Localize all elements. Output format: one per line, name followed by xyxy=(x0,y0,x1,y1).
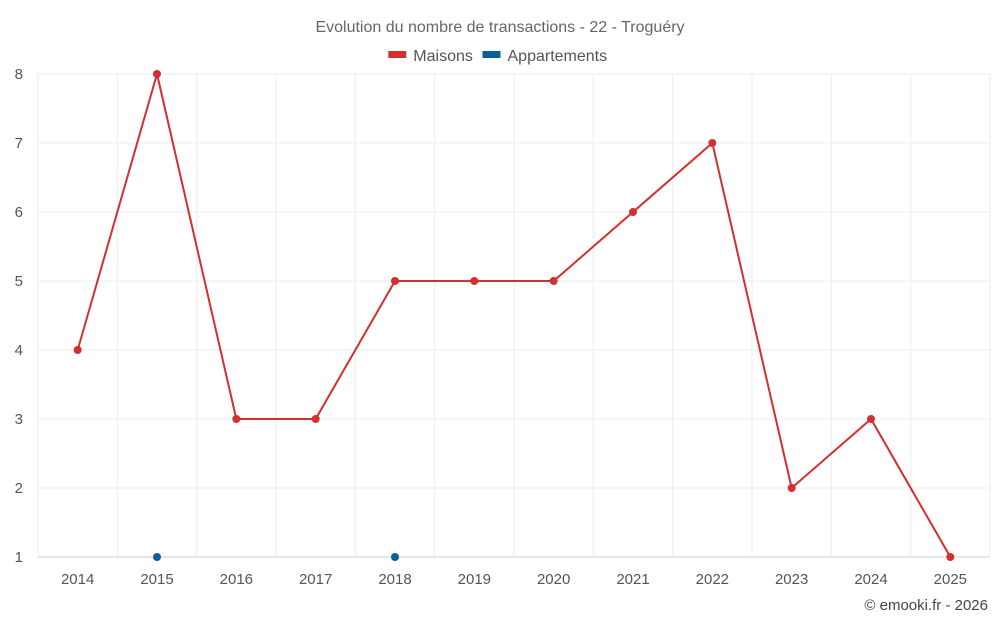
credit-text: © emooki.fr - 2026 xyxy=(864,597,988,614)
data-point-maisons[interactable] xyxy=(73,346,82,354)
series-layer xyxy=(73,70,955,561)
x-tick-label: 2016 xyxy=(220,571,253,588)
legend-item-maisons[interactable]: Maisons xyxy=(388,48,473,65)
x-tick-label: 2020 xyxy=(537,571,570,588)
chart-title: Evolution du nombre de transactions - 22… xyxy=(315,19,684,36)
data-point-maisons[interactable] xyxy=(946,553,955,561)
legend-label: Maisons xyxy=(413,48,473,65)
grid-layer xyxy=(37,73,991,558)
x-tick-label: 2019 xyxy=(458,571,491,588)
data-point-maisons[interactable] xyxy=(708,139,717,147)
series-line-maisons xyxy=(76,73,952,558)
data-point-maisons[interactable] xyxy=(867,415,875,423)
data-point-maisons[interactable] xyxy=(391,277,399,285)
y-tick-label: 5 xyxy=(15,273,23,290)
x-tick-label: 2014 xyxy=(61,571,94,588)
x-tick-label: 2025 xyxy=(934,571,967,588)
y-tick-label: 6 xyxy=(15,204,23,221)
y-tick-label: 3 xyxy=(15,411,23,428)
y-tick-label: 2 xyxy=(15,480,23,497)
y-tick-label: 7 xyxy=(15,135,23,152)
x-tick-label: 2015 xyxy=(140,571,173,588)
data-point-appartements[interactable] xyxy=(391,553,399,561)
axis-layer: 1 2 3 4 5 6 7 8 2014 2015 2016 2017 2018 2019 2020 2021… xyxy=(15,66,967,588)
x-tick-label: 2017 xyxy=(299,571,332,588)
x-tick-label: 2018 xyxy=(378,571,411,588)
data-point-maisons[interactable] xyxy=(232,415,241,423)
data-point-appartements[interactable] xyxy=(153,553,161,561)
legend-label: Appartements xyxy=(508,48,608,65)
legend-swatch xyxy=(388,51,407,58)
legend: Maisons Appartements xyxy=(388,48,607,65)
y-tick-label: 4 xyxy=(15,342,23,359)
legend-swatch xyxy=(482,51,501,58)
data-point-maisons[interactable] xyxy=(629,208,637,216)
y-tick-label: 1 xyxy=(15,549,23,566)
y-tick-label: 8 xyxy=(15,66,23,83)
x-tick-label: 2024 xyxy=(854,571,887,588)
x-tick-label: 2022 xyxy=(696,571,729,588)
data-point-maisons[interactable] xyxy=(311,415,320,423)
data-point-maisons[interactable] xyxy=(787,484,796,492)
data-point-maisons[interactable] xyxy=(470,277,479,285)
data-point-maisons[interactable] xyxy=(549,277,558,285)
data-point-maisons[interactable] xyxy=(153,70,161,78)
x-tick-label: 2021 xyxy=(616,571,649,588)
legend-item-appartements[interactable]: Appartements xyxy=(482,48,608,65)
x-tick-label: 2023 xyxy=(775,571,808,588)
